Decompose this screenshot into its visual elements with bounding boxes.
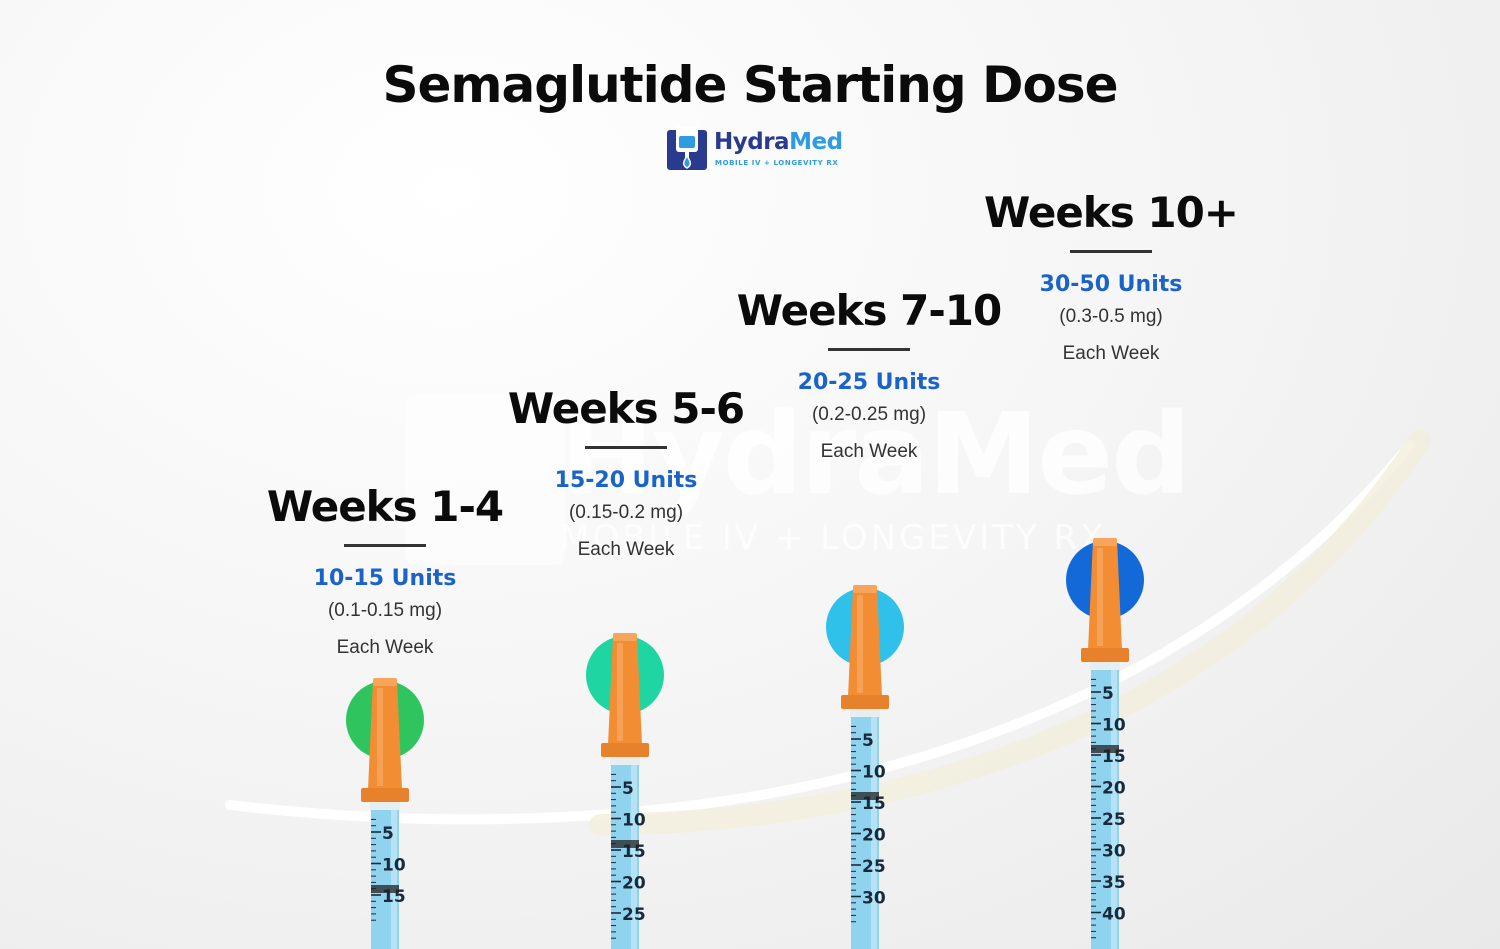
needle-hub xyxy=(601,633,649,757)
needle-hub xyxy=(361,678,409,802)
scale-label: 20 xyxy=(1102,779,1126,799)
scale-label: 10 xyxy=(862,763,886,783)
scale-label: 5 xyxy=(1102,684,1114,704)
step-title: Weeks 7-10 xyxy=(736,286,1002,335)
step-weeks-7-10: Weeks 7-10 20-25 Units (0.2-0.25 mg) Eac… xyxy=(719,286,1019,464)
barrel-neck xyxy=(850,709,880,719)
step-title: Weeks 5-6 xyxy=(507,384,745,433)
barrel-neck xyxy=(370,802,400,812)
scale-label: 35 xyxy=(1102,873,1126,893)
dose-units: 15-20 Units xyxy=(554,468,698,493)
divider xyxy=(828,348,910,351)
logo-tagline: MOBILE IV + LONGEVITY RX xyxy=(715,159,839,167)
step-weeks-5-6: Weeks 5-6 15-20 Units (0.15-0.2 mg) Each… xyxy=(476,384,776,562)
scale-label: 10 xyxy=(622,811,646,831)
dose-mg: (0.1-0.15 mg) xyxy=(327,600,443,621)
scale-label: 25 xyxy=(1102,810,1126,830)
dose-frequency: Each Week xyxy=(336,637,434,658)
plunger-band xyxy=(1091,745,1119,753)
watermark-logo-icon xyxy=(405,395,565,565)
plunger-band xyxy=(371,885,399,893)
scale-label: 5 xyxy=(862,731,874,751)
dose-units: 10-15 Units xyxy=(313,566,457,591)
dose-frequency: Each Week xyxy=(820,441,918,462)
step-title: Weeks 1-4 xyxy=(266,482,504,531)
watermark-tagline: MOBILE IV + LONGEVITY RX xyxy=(560,518,1107,558)
scale-label: 30 xyxy=(1102,842,1126,862)
barrel xyxy=(1091,670,1119,949)
plunger-band xyxy=(851,792,879,800)
dose-mg: (0.15-0.2 mg) xyxy=(568,502,684,523)
page-title: Semaglutide Starting Dose xyxy=(382,56,1118,114)
divider xyxy=(585,446,667,449)
plunger-band xyxy=(611,840,639,848)
logo-name-part1: Hydra xyxy=(714,129,790,155)
dose-frequency: Each Week xyxy=(1062,343,1160,364)
barrel-neck xyxy=(1090,662,1120,672)
scale-label: 40 xyxy=(1102,905,1126,925)
logo-name-part2: Med xyxy=(789,129,843,155)
scale-label: 20 xyxy=(622,874,646,894)
needle-hub xyxy=(841,585,889,709)
divider xyxy=(344,544,426,547)
dose-units: 20-25 Units xyxy=(797,370,941,395)
scale-label: 5 xyxy=(622,779,634,799)
scale-label: 20 xyxy=(862,826,886,846)
dose-mg: (0.2-0.25 mg) xyxy=(811,404,927,425)
step-weeks-10-plus: Weeks 10+ 30-50 Units (0.3-0.5 mg) Each … xyxy=(961,188,1261,366)
step-weeks-1-4: Weeks 1-4 10-15 Units (0.1-0.15 mg) Each… xyxy=(235,482,535,660)
scale-label: 25 xyxy=(622,905,646,925)
dose-mg: (0.3-0.5 mg) xyxy=(1059,306,1163,327)
logo-name: HydraMed xyxy=(714,129,843,155)
scale-label: 10 xyxy=(382,856,406,876)
dose-frequency: Each Week xyxy=(577,539,675,560)
watermark-name: HydraMed xyxy=(560,390,1191,520)
scale-label: 30 xyxy=(862,889,886,909)
divider xyxy=(1070,250,1152,253)
scale-label: 10 xyxy=(1102,716,1126,736)
scale-label: 25 xyxy=(862,857,886,877)
barrel-neck xyxy=(610,757,640,767)
needle-hub xyxy=(1081,538,1129,662)
barrel xyxy=(611,765,639,949)
dose-units: 30-50 Units xyxy=(1039,272,1183,297)
step-title: Weeks 10+ xyxy=(984,188,1239,237)
iv-bag-drop-icon xyxy=(667,126,707,170)
scale-label: 5 xyxy=(382,824,394,844)
brand-logo: HydraMed MOBILE IV + LONGEVITY RX xyxy=(667,126,847,172)
barrel xyxy=(371,810,399,949)
